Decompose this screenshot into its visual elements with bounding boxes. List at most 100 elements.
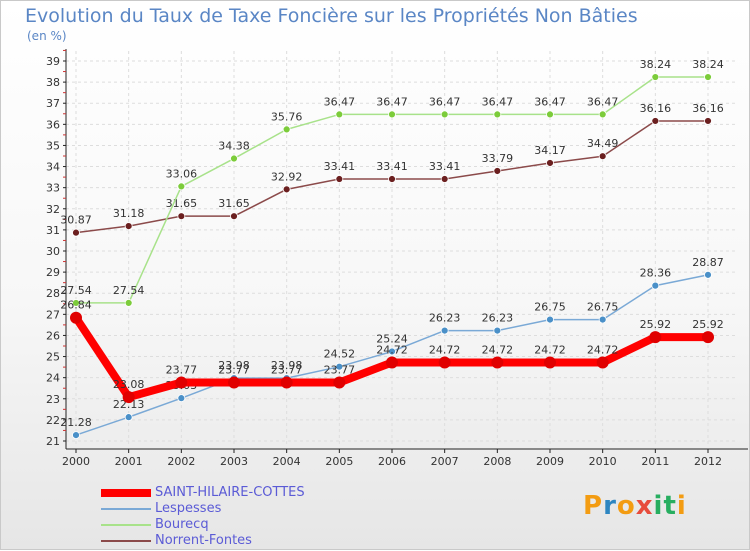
data-point <box>546 159 554 167</box>
data-label: 25.24 <box>376 332 408 345</box>
data-point <box>546 110 554 119</box>
data-label: 33.06 <box>166 167 198 180</box>
unit-label: (en %) <box>27 29 67 43</box>
data-point <box>177 212 186 221</box>
data-label: 23.77 <box>271 364 303 377</box>
data-point <box>704 270 712 279</box>
y-tick-label: 34 <box>46 161 60 174</box>
data-label: 33.41 <box>429 160 461 173</box>
x-tick-label: 2010 <box>589 455 617 468</box>
data-point <box>544 356 556 369</box>
x-tick-label: 2011 <box>641 455 669 468</box>
x-tick-label: 2001 <box>115 455 143 468</box>
data-label: 36.47 <box>324 95 356 108</box>
x-tick-label: 2000 <box>62 455 90 468</box>
x-tick-label: 2003 <box>220 455 248 468</box>
x-tick-label: 2005 <box>325 455 353 468</box>
data-point <box>175 376 188 389</box>
data-point <box>388 175 396 183</box>
data-label: 25.92 <box>692 318 724 331</box>
legend-label: Lespesses <box>155 501 222 516</box>
y-tick-label: 39 <box>46 55 60 68</box>
data-label: 36.16 <box>640 102 672 115</box>
data-label: 23.77 <box>166 364 198 377</box>
data-label: 25.92 <box>640 318 672 331</box>
y-tick-label: 38 <box>46 76 60 89</box>
y-tick-label: 36 <box>46 118 60 131</box>
data-point <box>598 315 607 324</box>
data-label: 23.98 <box>218 359 250 372</box>
data-point <box>596 356 609 369</box>
data-point <box>598 110 607 119</box>
data-label: 24.52 <box>324 348 356 361</box>
data-point <box>493 326 502 335</box>
data-label: 34.49 <box>587 137 619 150</box>
x-tick-label: 2002 <box>167 455 195 468</box>
y-tick-label: 24 <box>46 372 60 385</box>
data-point <box>440 326 449 335</box>
data-label: 36.47 <box>534 95 566 108</box>
data-point <box>651 73 660 81</box>
data-label: 28.36 <box>640 267 672 280</box>
data-label: 35.76 <box>271 110 303 123</box>
data-label: 23.08 <box>113 378 145 391</box>
data-label: 27.54 <box>113 284 145 297</box>
data-point <box>335 175 344 183</box>
data-label: 34.38 <box>218 140 250 153</box>
data-point <box>704 117 712 125</box>
y-tick-label: 31 <box>46 224 60 237</box>
data-point <box>702 331 714 344</box>
data-point <box>388 347 396 356</box>
y-tick-label: 37 <box>46 97 60 110</box>
data-point <box>282 125 291 134</box>
data-label: 24.72 <box>376 343 408 356</box>
data-point <box>124 222 133 230</box>
data-point <box>546 315 554 324</box>
data-label: 26.23 <box>482 312 514 325</box>
data-label: 36.47 <box>376 95 408 108</box>
y-tick-label: 30 <box>46 245 60 258</box>
x-tick-label: 2008 <box>483 455 511 468</box>
data-label: 36.47 <box>482 95 514 108</box>
legend-label: Norrent-Fontes <box>155 533 252 548</box>
data-point <box>72 228 80 237</box>
data-label: 26.75 <box>534 301 566 314</box>
data-label: 33.41 <box>376 160 408 173</box>
x-tick-label: 2006 <box>378 455 406 468</box>
y-tick-label: 27 <box>46 308 60 321</box>
data-label: 33.41 <box>324 160 356 173</box>
logo-letter: t <box>663 491 677 521</box>
data-label: 24.72 <box>587 343 619 356</box>
logo-letter: o <box>616 491 636 521</box>
y-tick-label: 35 <box>46 139 60 152</box>
y-tick-label: 23 <box>46 393 60 406</box>
logo-letter: i <box>653 491 664 521</box>
data-label: 23.77 <box>324 364 356 377</box>
data-label: 31.65 <box>166 197 198 210</box>
data-label: 34.17 <box>534 144 566 157</box>
logo-letter: P <box>583 491 604 521</box>
data-point <box>124 299 133 307</box>
x-tick-label: 2012 <box>694 455 722 468</box>
data-label: 24.72 <box>429 343 461 356</box>
y-tick-label: 21 <box>46 435 60 448</box>
data-point <box>651 117 660 125</box>
data-point <box>649 331 662 344</box>
y-tick-label: 28 <box>46 287 60 300</box>
data-point <box>335 110 344 119</box>
chart-title: Evolution du Taux de Taxe Foncière sur l… <box>25 5 638 27</box>
data-label: 21.28 <box>60 416 92 429</box>
data-point <box>598 152 607 161</box>
data-label: 23.77 <box>218 364 250 377</box>
data-label: 28.87 <box>692 256 724 269</box>
data-label: 36.47 <box>429 95 461 108</box>
x-tick-label: 2009 <box>536 455 564 468</box>
legend-label: SAINT-HILAIRE-COTTES <box>155 485 305 500</box>
data-point <box>228 376 240 389</box>
data-label: 22.13 <box>113 398 145 411</box>
data-label: 24.72 <box>482 343 514 356</box>
data-point <box>282 185 291 194</box>
y-tick-label: 32 <box>46 203 60 216</box>
